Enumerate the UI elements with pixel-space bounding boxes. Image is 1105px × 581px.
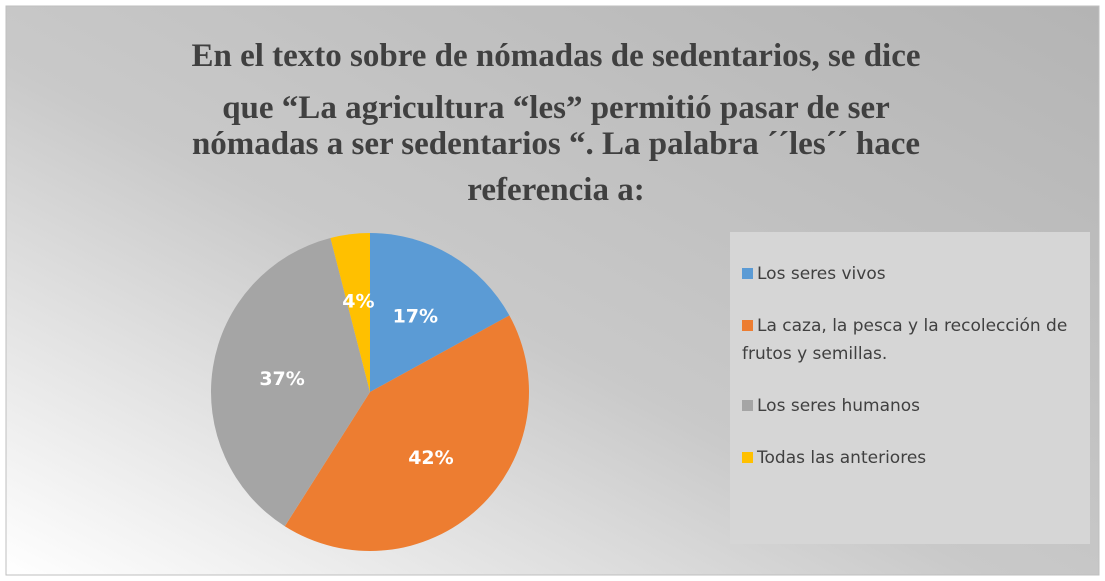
data-label: 4% [342,291,374,313]
legend-swatch [742,452,753,463]
legend-label: Los seres vivos [757,264,886,284]
legend-item: La caza, la pesca y la recolección de fr… [742,312,1082,368]
chart-title: que “La agricultura “les” permitió pasar… [222,90,890,126]
pie-slice [284,315,529,551]
legend-swatch [742,268,753,279]
legend: Los seres vivos La caza, la pesca y la re… [730,232,1090,544]
legend-label: Todas las anteriores [757,448,927,468]
data-label: 17% [393,305,438,327]
legend-swatch [742,320,753,331]
data-label: 42% [408,447,453,469]
data-label: 37% [259,368,304,390]
legend-label: La caza, la pesca y la recolección de fr… [742,316,1068,364]
legend-item: Todas las anteriores [742,444,1082,472]
chart-title: referencia a: [467,172,644,208]
pie-slice [330,233,370,392]
legend-swatch [742,400,753,411]
legend-label: Los seres humanos [757,396,921,416]
chart-title: En el texto sobre de nómadas de sedentar… [191,38,920,74]
pie-slice [210,237,370,527]
legend-item: Los seres vivos [742,260,1082,288]
legend-item: Los seres humanos [742,392,1082,420]
pie-slice [370,233,510,392]
chart-title: nómadas a ser sedentarios “. La palabra … [192,126,920,162]
